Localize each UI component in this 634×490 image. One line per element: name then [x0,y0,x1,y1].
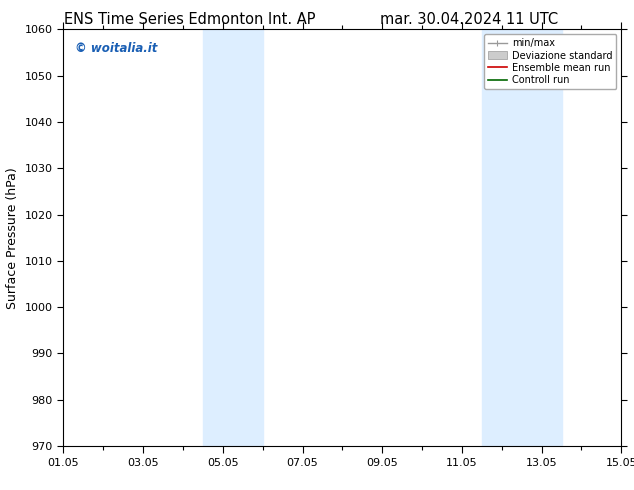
Bar [203,29,262,446]
Bar [482,29,562,446]
Text: ENS Time Series Edmonton Int. AP: ENS Time Series Edmonton Int. AP [65,12,316,27]
Legend: min/max, Deviazione standard, Ensemble mean run, Controll run: min/max, Deviazione standard, Ensemble m… [484,34,616,89]
Y-axis label: Surface Pressure (hPa): Surface Pressure (hPa) [6,167,19,309]
Text: mar. 30.04.2024 11 UTC: mar. 30.04.2024 11 UTC [380,12,558,27]
Text: © woitalia.it: © woitalia.it [75,42,157,55]
